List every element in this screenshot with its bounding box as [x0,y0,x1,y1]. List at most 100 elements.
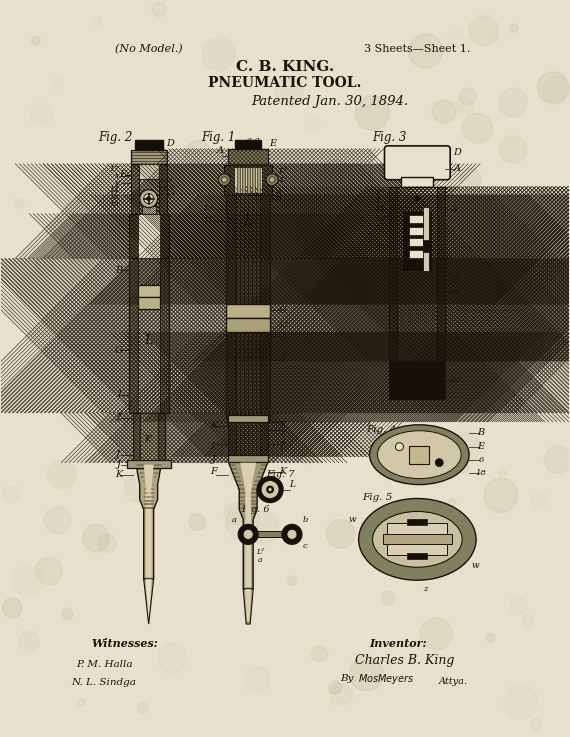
Circle shape [287,529,297,539]
Text: E: E [478,442,484,451]
Text: C. B. KING.: C. B. KING. [236,60,334,74]
Circle shape [197,345,226,374]
Circle shape [35,256,54,274]
Bar [158,164,166,259]
Text: 16: 16 [374,214,384,223]
Circle shape [523,344,551,373]
Text: J: J [211,455,215,464]
Bar [404,211,431,270]
Circle shape [266,174,278,186]
Text: I': I' [116,413,122,422]
Bar [248,531,292,537]
Circle shape [299,231,310,242]
Circle shape [218,174,230,186]
Circle shape [146,196,151,201]
Bar [408,553,428,559]
Text: Fig. 6: Fig. 6 [241,505,270,514]
Bar [140,413,158,463]
Text: 18: 18 [475,469,486,477]
Bar [226,304,270,318]
Circle shape [243,529,253,539]
FancyBboxPatch shape [385,146,450,180]
Circle shape [420,618,452,650]
Bar [228,415,268,422]
Text: 15: 15 [109,200,119,208]
Text: 13: 13 [143,298,154,308]
Text: 6: 6 [478,455,484,464]
Text: J': J' [116,450,122,459]
Bar [256,167,259,192]
Bar [127,460,170,467]
Text: 3: 3 [377,242,382,249]
Circle shape [116,245,146,274]
Bar [236,195,260,304]
Circle shape [141,354,171,383]
Text: PNEUMATIC TOOL.: PNEUMATIC TOOL. [208,76,362,90]
Ellipse shape [377,430,461,478]
Bar [142,206,156,214]
Text: Charles B. King: Charles B. King [355,654,454,667]
Circle shape [510,24,518,32]
Text: L: L [145,334,153,346]
Bar [139,164,158,259]
Text: L²: L² [279,167,287,175]
Circle shape [349,657,384,691]
Text: E: E [119,170,127,179]
Circle shape [311,646,327,662]
Text: K: K [115,470,123,479]
Bar [389,186,397,361]
Text: 12: 12 [143,287,154,296]
Circle shape [414,195,420,202]
Text: B: B [275,190,282,199]
Text: By: By [340,674,353,682]
Text: G: G [115,346,123,354]
Text: N. L. Sindga: N. L. Sindga [71,678,136,687]
Text: P. M. Halla: P. M. Halla [76,660,132,669]
Polygon shape [146,579,152,619]
Bar [260,195,270,304]
Circle shape [185,141,212,167]
Bar [139,164,158,178]
Circle shape [250,254,267,270]
Circle shape [144,194,154,203]
Circle shape [396,443,404,451]
Circle shape [140,221,175,256]
Bar [437,186,445,361]
Bar [409,239,425,246]
Circle shape [6,307,14,315]
Text: L: L [289,480,295,489]
Text: B: B [478,428,484,437]
Text: a: a [232,517,237,525]
Text: w: w [349,515,357,524]
Text: y: y [115,178,119,186]
Circle shape [238,525,258,545]
Bar [129,214,169,259]
Text: Inventor:: Inventor: [369,638,427,649]
Circle shape [168,332,189,352]
Bar [236,332,260,422]
Text: $\mathit{MosMeyers}$: $\mathit{MosMeyers}$ [357,672,414,686]
Bar [138,259,160,413]
Bar [397,186,437,361]
Bar [252,167,255,192]
Text: D: D [166,139,174,148]
Circle shape [501,337,510,346]
Text: 2: 2 [453,205,458,212]
Text: L²: L² [375,189,384,197]
Circle shape [44,507,71,534]
Bar [235,140,261,149]
Bar [409,251,425,259]
Circle shape [499,136,527,163]
Text: 1: 1 [280,356,286,364]
Circle shape [447,499,455,508]
Circle shape [287,576,296,585]
Circle shape [435,370,465,399]
Bar [160,259,169,413]
Circle shape [257,477,283,503]
Bar [237,167,240,192]
Circle shape [514,255,536,276]
Circle shape [269,177,275,183]
Circle shape [268,488,272,492]
Text: Fig. 1: Fig. 1 [201,131,235,144]
Text: E: E [270,139,276,148]
